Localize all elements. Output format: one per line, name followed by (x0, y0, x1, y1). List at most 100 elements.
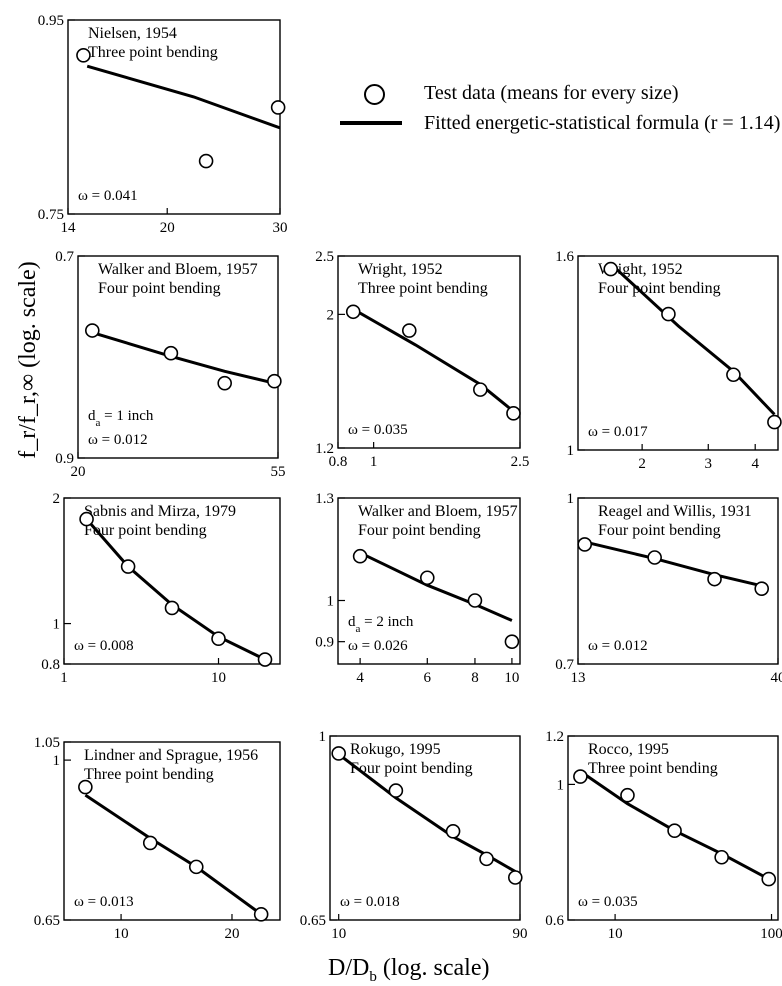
y-tick-label: 1 (319, 729, 327, 745)
data-point (389, 784, 402, 797)
fitted-line (353, 309, 513, 411)
panel-subtitle: Four point bending (350, 760, 473, 777)
panel-annotation: ω = 0.018 (340, 894, 400, 910)
data-point (77, 49, 90, 62)
panel-title: Nielsen, 1954 (88, 25, 177, 42)
panel-title: Rokugo, 1995 (350, 741, 441, 758)
data-point (578, 538, 591, 551)
x-tick-label: 10 (331, 926, 346, 942)
panel-annotation: ω = 0.035 (348, 422, 408, 438)
panel-subtitle: Four point bending (598, 522, 721, 539)
x-tick-label: 6 (424, 670, 432, 686)
panel-subtitle: Four point bending (98, 280, 221, 297)
panel-title: Wright, 1952 (358, 261, 443, 278)
x-tick-label: 10 (211, 670, 226, 686)
data-point (200, 155, 213, 168)
y-tick-label: 1 (327, 594, 335, 610)
data-point (212, 632, 225, 645)
data-point (648, 551, 661, 564)
x-tick-label: 100 (760, 926, 782, 942)
panel-annotation: ω = 0.008 (74, 638, 134, 654)
data-point (621, 789, 634, 802)
data-point (727, 368, 740, 381)
data-point (218, 377, 231, 390)
y-tick-label: 0.6 (545, 913, 564, 929)
y-tick-label: 2 (327, 307, 335, 323)
panel-subtitle: Three point bending (88, 44, 218, 61)
panel-annotation: ω = 0.017 (588, 424, 648, 440)
data-point (755, 582, 768, 595)
data-point (715, 851, 728, 864)
line-marker-icon (340, 121, 402, 125)
panel-subtitle: Four point bending (598, 280, 721, 297)
data-point (480, 852, 493, 865)
y-tick-label: 1 (557, 777, 565, 793)
panel-subtitle: Four point bending (358, 522, 481, 539)
panel-annotation: ω = 0.035 (578, 894, 638, 910)
circle-marker-icon (364, 84, 385, 105)
data-point (86, 324, 99, 337)
y-axis-title: f_r/f_r,∞ (log. scale) (15, 210, 45, 510)
x-tick-label: 1 (60, 670, 68, 686)
data-point (268, 375, 281, 388)
data-point (421, 571, 434, 584)
panel-title: Reagel and Willis, 1931 (598, 503, 752, 520)
y-tick-label: 0.9 (315, 635, 334, 651)
data-point (122, 560, 135, 573)
panel-annotation: da = 1 inch (88, 408, 154, 429)
y-axis-title-text: f_r/f_r,∞ (log. scale) (15, 261, 41, 458)
data-point (259, 653, 272, 666)
y-tick-label: 1 (53, 617, 61, 633)
data-point (509, 871, 522, 884)
x-tick-label: 10 (114, 926, 129, 942)
y-tick-label: 1 (567, 443, 575, 459)
y-tick-label: 0.65 (300, 913, 326, 929)
x-axis-title-sub: b (369, 969, 377, 985)
data-point (662, 308, 675, 321)
data-point (144, 836, 157, 849)
panel-annotation: ω = 0.012 (588, 638, 648, 654)
data-point (403, 324, 416, 337)
fitted-line (92, 333, 274, 384)
data-point (79, 781, 92, 794)
x-axis-title: D/Db (log. scale) (328, 955, 489, 986)
legend-label-fitted-formula: Fitted energetic-statistical formula (r … (424, 112, 780, 135)
panel-subtitle: Three point bending (84, 766, 214, 783)
x-tick-label: 1 (370, 454, 378, 470)
data-point (762, 873, 775, 886)
data-point (604, 263, 617, 276)
x-tick-label: 10 (504, 670, 519, 686)
y-tick-label: 2 (53, 491, 61, 507)
data-point (507, 407, 520, 420)
y-tick-label: 1 (567, 491, 575, 507)
panel-title: Walker and Bloem, 1957 (98, 261, 258, 278)
panel-subtitle: Three point bending (588, 760, 718, 777)
data-point (80, 513, 93, 526)
y-tick-label: 0.65 (34, 913, 60, 929)
panel-title: Lindner and Sprague, 1956 (84, 747, 258, 764)
y-tick-label: 0.8 (41, 657, 60, 673)
data-point (166, 601, 179, 614)
x-tick-label: 30 (273, 220, 288, 236)
panel-9: 10 90 0.65 1 Rokugo, 1995 Four point bending ω… (300, 729, 528, 942)
data-point (347, 305, 360, 318)
x-tick-label: 3 (705, 456, 713, 472)
x-tick-label: 90 (513, 926, 528, 942)
data-point (768, 416, 781, 429)
x-tick-label: 20 (160, 220, 175, 236)
x-axis-title-main: D/D (328, 955, 369, 981)
panel-annotation: ω = 0.026 (348, 638, 408, 654)
y-tick-label: 1.2 (545, 729, 564, 745)
panel-annotation: ω = 0.041 (78, 188, 138, 204)
data-point (272, 101, 285, 114)
x-tick-label: 10 (608, 926, 623, 942)
